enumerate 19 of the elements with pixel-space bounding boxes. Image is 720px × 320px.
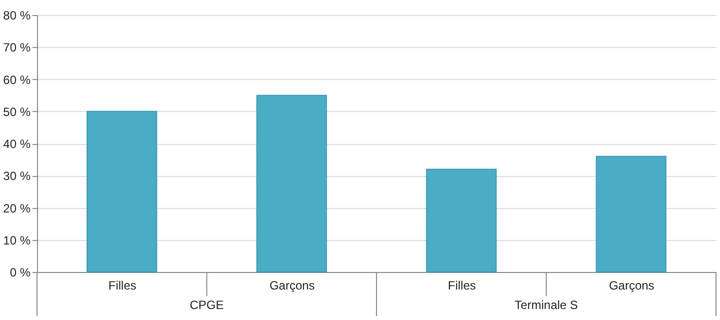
x-tick-label: Garçons <box>608 278 654 292</box>
y-tick-label: 50 % <box>3 104 31 119</box>
bar <box>86 110 158 272</box>
bar <box>256 94 327 272</box>
y-tick-label: 30 % <box>3 169 31 184</box>
y-tick-label: 0 % <box>10 266 31 280</box>
y-tick-label: 70 % <box>3 40 31 55</box>
x-tick-label: Filles <box>108 278 136 292</box>
x-tick-label: Filles <box>448 278 476 292</box>
x-tick-label: Garçons <box>269 278 315 292</box>
y-tick-label: 60 % <box>3 72 31 87</box>
y-tick-label: 10 % <box>3 233 31 248</box>
text: Terminale S <box>514 298 578 312</box>
bar <box>596 156 666 272</box>
y-tick-label: 40 % <box>3 137 31 151</box>
bar <box>426 168 497 272</box>
y-tick-label: 80 % <box>3 8 31 22</box>
y-tick-label: 20 % <box>3 201 31 216</box>
text: CPGE <box>190 298 224 312</box>
